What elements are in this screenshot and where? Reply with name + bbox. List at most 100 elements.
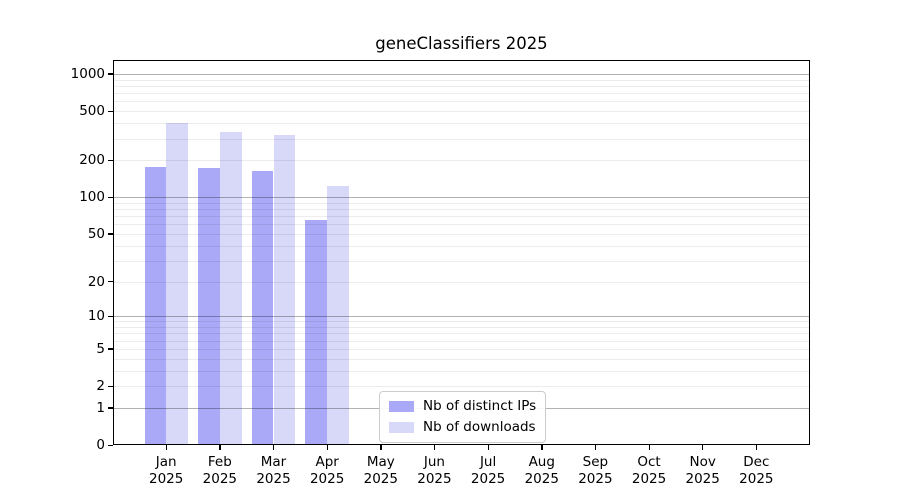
minor-gridline	[113, 245, 810, 247]
legend-label-distinct-ips: Nb of distinct IPs	[423, 398, 537, 414]
y-tick-label: 50	[87, 225, 105, 242]
legend-item-downloads: Nb of downloads	[389, 419, 536, 435]
x-tick-label: Apr 2025	[295, 454, 359, 487]
minor-gridline	[113, 224, 810, 226]
x-tick-mark	[702, 445, 704, 450]
minor-gridline	[113, 233, 810, 235]
x-tick-label: Jan 2025	[134, 454, 198, 487]
y-tick-label: 2	[96, 378, 105, 394]
x-tick-month: May	[366, 454, 395, 470]
minor-gridline	[113, 93, 810, 95]
minor-gridline	[113, 160, 810, 162]
minor-gridline	[113, 370, 810, 372]
minor-gridline	[113, 321, 810, 323]
x-tick-year: 2025	[363, 470, 398, 487]
minor-gridline	[113, 209, 810, 211]
x-tick-month: Nov	[689, 454, 716, 470]
y-tick-mark	[108, 110, 113, 112]
x-tick-mark	[165, 445, 167, 450]
x-tick-month: Apr	[315, 454, 339, 470]
x-tick-label: Dec 2025	[724, 454, 788, 487]
x-tick-month: Oct	[637, 454, 661, 470]
y-tick-mark	[108, 348, 113, 350]
y-tick-mark	[108, 281, 113, 283]
minor-gridline	[113, 85, 810, 87]
x-tick-month: Jun	[423, 454, 445, 470]
plot-area	[113, 60, 810, 445]
x-tick-year: 2025	[739, 470, 774, 487]
legend: Nb of distinct IPs Nb of downloads	[379, 391, 547, 443]
minor-gridline	[113, 348, 810, 350]
bar-jan-distinct-ips	[144, 166, 166, 444]
minor-gridline	[113, 111, 810, 113]
x-tick-label: Mar 2025	[242, 454, 306, 487]
x-tick-label: Jul 2025	[456, 454, 520, 487]
minor-gridline	[113, 260, 810, 262]
x-tick-month: Jan	[155, 454, 177, 470]
bar-jan-downloads	[166, 122, 188, 444]
x-tick-mark	[380, 445, 382, 450]
x-tick-mark	[755, 445, 758, 450]
x-tick-month: Sep	[582, 454, 609, 470]
y-tick-label: 100	[79, 189, 105, 206]
bar-apr-downloads	[327, 186, 349, 444]
legend-swatch-downloads	[389, 421, 414, 433]
x-tick-label: May 2025	[349, 454, 413, 487]
x-tick-mark	[594, 445, 597, 450]
x-tick-year: 2025	[149, 470, 184, 487]
x-tick-label: Aug 2025	[510, 454, 574, 487]
x-tick-month: Aug	[528, 454, 555, 470]
x-tick-year: 2025	[470, 470, 506, 487]
x-tick-year: 2025	[256, 470, 291, 487]
minor-gridline	[113, 202, 810, 204]
x-tick-mark	[219, 445, 221, 450]
x-tick-mark	[487, 445, 489, 450]
minor-gridline	[113, 79, 810, 81]
x-tick-month: Mar	[260, 454, 287, 470]
minor-gridline	[113, 386, 810, 387]
y-tick-mark	[108, 444, 113, 446]
legend-label-downloads: Nb of downloads	[423, 419, 536, 435]
x-tick-label: Feb 2025	[188, 454, 252, 487]
x-tick-year: 2025	[309, 470, 345, 487]
bar-apr-distinct-ips	[305, 220, 327, 444]
y-tick-label: 1000	[70, 65, 105, 82]
y-tick-mark	[108, 196, 113, 198]
x-tick-mark	[326, 445, 328, 450]
x-tick-year: 2025	[202, 470, 238, 487]
x-tick-year: 2025	[685, 470, 720, 487]
bar-mar-downloads	[273, 134, 296, 444]
bar-feb-downloads	[220, 132, 242, 444]
minor-gridline	[113, 327, 810, 328]
minor-gridline	[113, 358, 810, 360]
x-tick-year: 2025	[524, 470, 559, 487]
x-tick-month: Feb	[207, 454, 232, 470]
y-tick-mark	[108, 315, 113, 318]
x-tick-month: Dec	[743, 454, 770, 470]
y-tick-label: 0	[96, 437, 105, 453]
y-tick-mark	[108, 159, 113, 161]
legend-item-distinct-ips: Nb of distinct IPs	[389, 398, 536, 414]
minor-gridline	[113, 340, 810, 342]
y-tick-mark	[108, 385, 113, 387]
y-tick-mark	[108, 407, 113, 409]
minor-gridline	[113, 101, 810, 103]
x-tick-mark	[273, 445, 275, 450]
minor-gridline	[113, 138, 810, 140]
y-tick-label: 10	[87, 308, 105, 325]
bar-mar-distinct-ips	[251, 170, 274, 444]
major-gridline	[113, 197, 810, 199]
x-tick-year: 2025	[578, 470, 613, 487]
legend-swatch-distinct-ips	[389, 400, 414, 412]
major-gridline	[113, 316, 810, 318]
bar-feb-distinct-ips	[198, 167, 220, 444]
y-tick-label: 200	[79, 152, 105, 169]
y-tick-label: 500	[79, 103, 105, 120]
x-tick-label: Nov 2025	[671, 454, 735, 487]
x-tick-label: Sep 2025	[563, 454, 627, 487]
x-tick-label: Oct 2025	[617, 454, 681, 487]
y-tick-label: 5	[96, 340, 105, 357]
y-tick-label: 20	[87, 273, 105, 290]
x-tick-mark	[541, 445, 543, 450]
